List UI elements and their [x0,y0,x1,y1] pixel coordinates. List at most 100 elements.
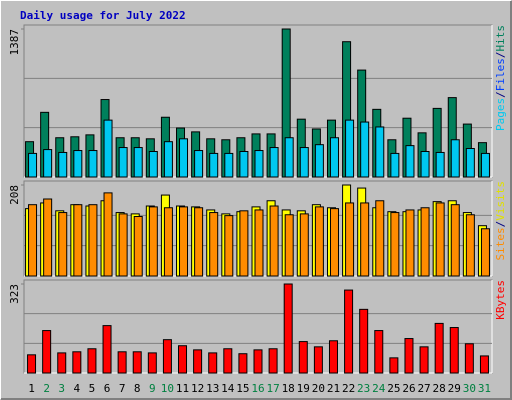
bar [209,152,219,178]
bar [88,204,98,277]
bar [329,137,339,178]
bar [465,148,475,178]
bar [404,338,414,374]
bar [254,150,264,178]
bar [73,150,83,178]
x-tick-label: 30 [463,382,476,395]
x-tick-label: 2 [43,382,50,395]
bar [239,210,249,277]
bar [328,340,338,374]
x-tick-label: 22 [342,382,355,395]
legend-entry: Files [494,58,507,91]
x-tick-label: 5 [89,382,96,395]
bar [329,208,339,277]
legend-separator: / [494,52,507,59]
bar [313,346,323,374]
bar [208,352,218,374]
bar [28,152,38,178]
bar [193,349,203,374]
bar [420,150,430,178]
bar [163,207,173,277]
bar [148,150,158,178]
bar [194,150,204,178]
x-tick-label: 14 [221,382,235,395]
bar [268,348,278,374]
x-tick-label: 7 [119,382,126,395]
legend-entry: Hits [494,25,507,52]
x-tick-label: 8 [134,382,141,395]
bar [103,119,113,178]
bar [419,346,429,374]
bar [284,214,294,277]
x-tick-label: 9 [149,382,156,395]
bar [405,145,415,178]
bar [239,150,249,178]
bar [434,322,444,374]
bar [58,212,68,277]
bar [269,205,279,277]
bar [147,352,157,374]
legend-entry: KBytes [494,280,507,320]
bar [405,209,415,277]
x-tick-label: 28 [433,382,446,395]
x-tick-label: 16 [251,382,264,395]
bar [314,206,324,277]
bar [73,204,83,277]
legend-entry: Pages [494,98,507,131]
bar [253,349,263,374]
bar [283,283,293,374]
x-tick-label: 15 [236,382,249,395]
bar [179,206,189,277]
chart-title: Daily usage for July 2022 [20,9,186,22]
x-tick-label: 26 [402,382,415,395]
legend: Pages/Files/Hits [494,25,507,131]
bar [194,207,204,277]
x-tick-label: 27 [417,382,430,395]
legend-entry: Visits [494,181,507,221]
bar [450,139,460,178]
x-tick-label: 19 [297,382,310,395]
x-tick-label: 29 [448,382,461,395]
x-tick-label: 20 [312,382,325,395]
bar [102,325,112,374]
x-tick-label: 3 [58,382,65,395]
bar [162,339,172,374]
x-tick-label: 25 [387,382,400,395]
x-tick-label: 17 [266,382,279,395]
y-tick-label: 208 [8,185,21,205]
bar [148,206,158,277]
legend-entry: Sites [494,227,507,260]
bar [299,147,309,178]
x-tick-label: 24 [372,382,386,395]
bar [375,200,385,277]
bar [298,341,308,374]
x-tick-label: 23 [357,382,370,395]
bar [133,147,143,178]
bar [345,119,355,178]
bar [43,198,53,277]
bar [450,204,460,277]
bar [209,212,219,277]
bar [435,151,445,178]
y-tick-label: 323 [8,284,21,304]
bar [435,202,445,277]
x-tick-label: 4 [74,382,81,395]
bar [118,147,128,178]
x-tick-label: 18 [282,382,295,395]
bar [420,207,430,277]
bar [480,152,490,178]
bar [390,212,400,277]
bar [132,351,142,374]
bar [284,137,294,178]
bar [238,353,248,374]
bar [464,343,474,374]
x-tick-label: 12 [191,382,204,395]
bar [178,345,188,374]
bar [133,216,143,277]
bar [103,192,113,277]
bar [28,204,38,277]
legend: Sites/Visits [494,181,507,261]
bar [479,355,489,374]
